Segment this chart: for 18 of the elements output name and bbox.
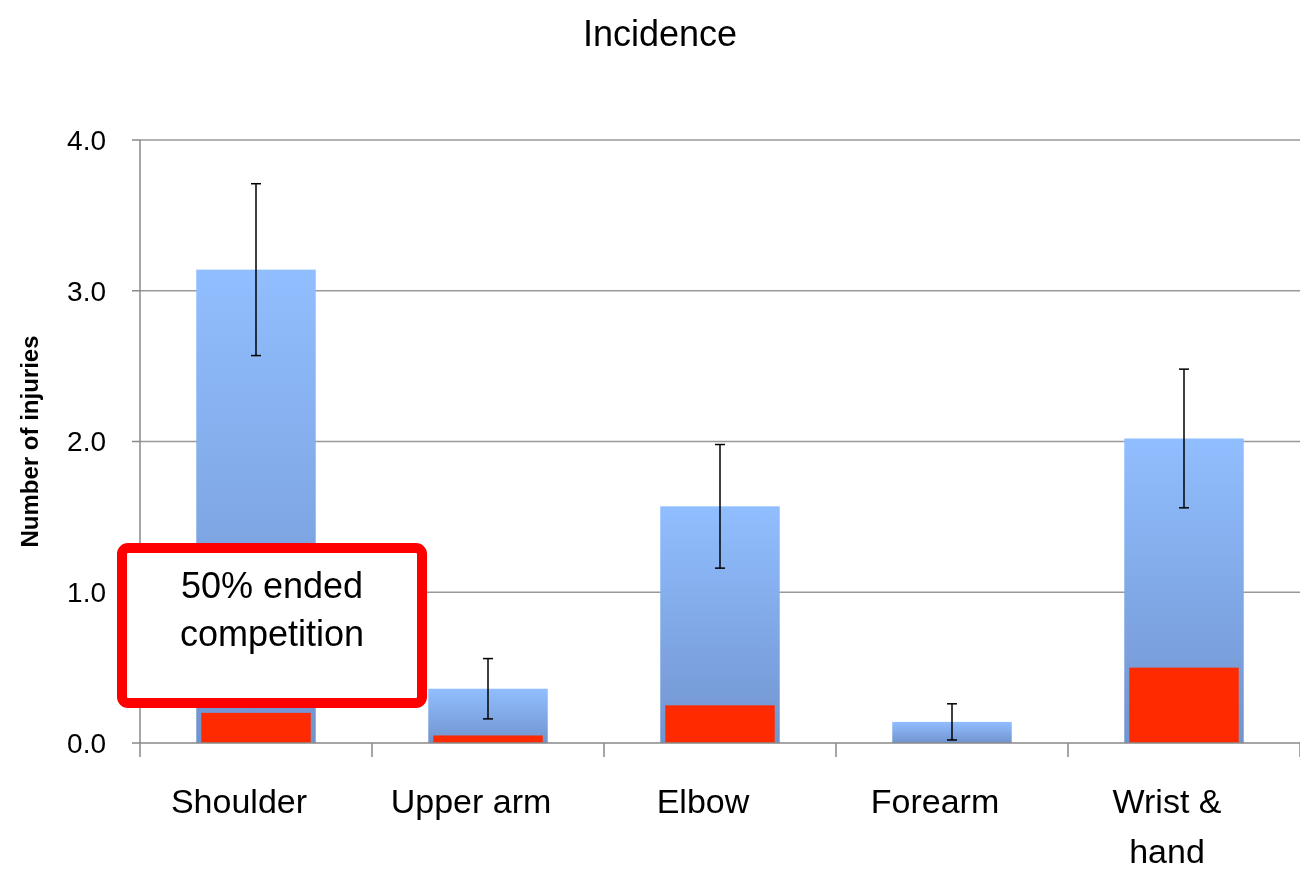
bar — [201, 712, 311, 743]
chart-title: Incidence — [582, 13, 738, 54]
bar — [665, 705, 775, 743]
bar — [433, 735, 543, 743]
y-tick-label: 4.0 — [67, 124, 106, 156]
x-tick-label: Upper arm — [390, 782, 552, 820]
y-tick-label: 0.0 — [67, 727, 106, 759]
y-axis-title: Number of injuries — [16, 335, 43, 548]
y-tick-label: 1.0 — [67, 577, 106, 609]
x-tick-label: Elbow — [656, 782, 750, 820]
annotation: 50% ended competition — [179, 565, 365, 654]
y-tick-label: 2.0 — [67, 426, 106, 458]
x-tick-label: Wrist & hand — [1112, 782, 1222, 870]
bar — [892, 721, 1012, 743]
x-tick-label: Shoulder — [170, 782, 308, 820]
x-tick-label: Forearm — [870, 782, 1000, 820]
bar — [1129, 667, 1239, 743]
y-tick-label: 3.0 — [67, 275, 106, 307]
